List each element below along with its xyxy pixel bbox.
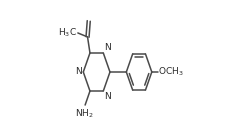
Text: H$_3$C: H$_3$C	[58, 27, 77, 39]
Text: N: N	[104, 43, 111, 52]
Text: OCH$_3$: OCH$_3$	[158, 66, 183, 78]
Text: N: N	[104, 92, 111, 101]
Text: NH$_2$: NH$_2$	[75, 107, 93, 120]
Text: N: N	[75, 68, 82, 76]
